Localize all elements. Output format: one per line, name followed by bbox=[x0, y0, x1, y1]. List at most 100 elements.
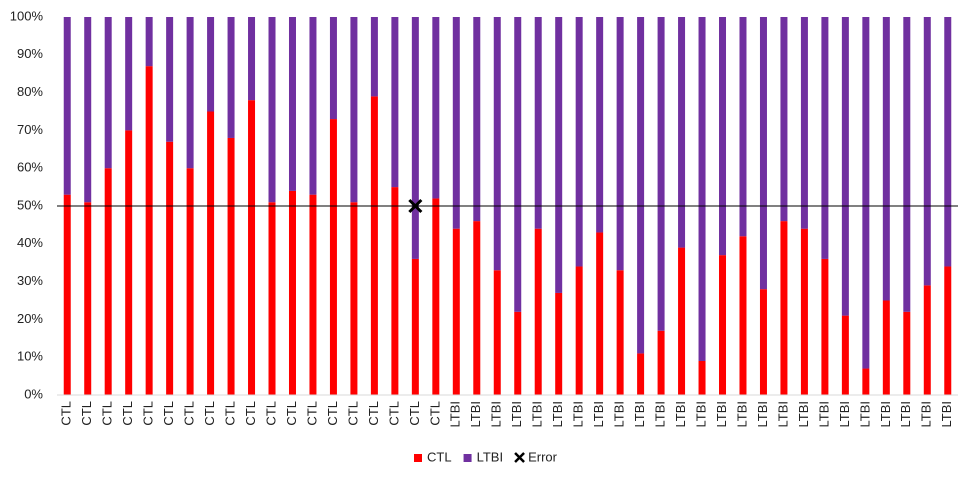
bar bbox=[575, 17, 583, 267]
bar bbox=[288, 17, 296, 191]
legend-swatch bbox=[463, 454, 472, 462]
bar bbox=[350, 202, 358, 395]
y-tick-label: 0% bbox=[24, 386, 43, 401]
bar bbox=[84, 17, 92, 203]
bar bbox=[800, 17, 808, 229]
x-tick-label: LTBI bbox=[468, 401, 483, 428]
y-tick-label: 20% bbox=[17, 311, 43, 326]
x-tick-label: CTL bbox=[427, 401, 442, 426]
bar bbox=[698, 360, 706, 395]
bar bbox=[637, 17, 645, 354]
bar bbox=[944, 17, 952, 267]
y-tick-label: 30% bbox=[17, 273, 43, 288]
bar bbox=[596, 232, 604, 395]
bar bbox=[780, 221, 788, 395]
legend-swatch bbox=[414, 454, 422, 462]
x-tick-label: LTBI bbox=[775, 401, 790, 428]
bar bbox=[923, 285, 931, 395]
y-tick-label: 10% bbox=[17, 349, 43, 364]
y-tick-label: 100% bbox=[10, 8, 44, 23]
bar bbox=[145, 17, 153, 67]
bar bbox=[862, 17, 870, 369]
bar bbox=[370, 17, 378, 97]
legend-swatch bbox=[514, 452, 525, 463]
x-tick-label: LTBI bbox=[509, 401, 524, 428]
bar bbox=[657, 330, 665, 395]
bar bbox=[84, 202, 92, 395]
bar bbox=[288, 190, 296, 395]
x-tick-label: LTBI bbox=[571, 401, 586, 428]
x-tick-label: LTBI bbox=[632, 401, 647, 428]
bar bbox=[125, 17, 133, 131]
x-tick-label: CTL bbox=[141, 401, 156, 426]
x-tick-label: LTBI bbox=[837, 401, 852, 428]
bar bbox=[739, 17, 747, 237]
bar bbox=[125, 130, 133, 395]
bar bbox=[903, 17, 911, 312]
bar bbox=[678, 17, 686, 248]
x-tick-label: CTL bbox=[263, 401, 278, 426]
bar bbox=[555, 292, 563, 395]
x-tick-label: LTBI bbox=[714, 401, 729, 428]
bar bbox=[207, 17, 215, 112]
x-tick-label: CTL bbox=[202, 401, 217, 426]
legend-label: Error bbox=[528, 449, 558, 464]
x-tick-label: CTL bbox=[345, 401, 360, 426]
bar bbox=[841, 17, 849, 316]
bar bbox=[862, 368, 870, 395]
x-tick-label: CTL bbox=[161, 401, 176, 426]
y-tick-label: 50% bbox=[17, 197, 43, 212]
bar bbox=[719, 255, 727, 395]
bar bbox=[616, 17, 624, 271]
bar bbox=[800, 228, 808, 395]
x-tick-label: LTBI bbox=[898, 401, 913, 428]
bar bbox=[882, 17, 890, 301]
bar bbox=[248, 17, 256, 101]
bar bbox=[145, 66, 153, 395]
bar bbox=[391, 187, 399, 395]
x-tick-label: CTL bbox=[325, 401, 340, 426]
x-tick-label: LTBI bbox=[612, 401, 627, 428]
x-tick-label: LTBI bbox=[755, 401, 770, 428]
error-marker bbox=[408, 198, 423, 214]
bar bbox=[534, 17, 542, 229]
bar bbox=[555, 17, 563, 293]
bar bbox=[534, 228, 542, 395]
bar bbox=[227, 17, 235, 138]
x-tick-label: CTL bbox=[79, 401, 94, 426]
bar bbox=[493, 270, 501, 395]
bar bbox=[268, 202, 276, 395]
x-tick-label: LTBI bbox=[919, 401, 934, 428]
bar bbox=[821, 17, 829, 259]
x-tick-label: CTL bbox=[120, 401, 135, 426]
bar bbox=[903, 311, 911, 395]
x-tick-label: LTBI bbox=[857, 401, 872, 428]
bar bbox=[616, 270, 624, 395]
bar bbox=[329, 17, 337, 120]
y-tick-label: 80% bbox=[17, 84, 43, 99]
bar bbox=[780, 17, 788, 222]
bar bbox=[391, 17, 399, 188]
bar bbox=[104, 168, 112, 395]
y-tick-label: 40% bbox=[17, 235, 43, 250]
legend-label: LTBI bbox=[477, 449, 504, 464]
bar bbox=[63, 194, 71, 395]
bar bbox=[411, 258, 419, 395]
bar bbox=[432, 17, 440, 199]
y-tick-label: 90% bbox=[17, 46, 43, 61]
bar bbox=[678, 247, 686, 395]
bar bbox=[596, 17, 604, 233]
bar bbox=[882, 300, 890, 395]
bar bbox=[739, 236, 747, 395]
bar bbox=[473, 17, 481, 222]
bar bbox=[759, 289, 767, 395]
bar bbox=[63, 17, 71, 195]
x-tick-label: CTL bbox=[284, 401, 299, 426]
x-tick-label: CTL bbox=[407, 401, 422, 426]
bar bbox=[268, 17, 276, 203]
y-tick-label: 60% bbox=[17, 160, 43, 175]
x-tick-label: LTBI bbox=[591, 401, 606, 428]
bar bbox=[473, 221, 481, 395]
bar bbox=[698, 17, 706, 361]
